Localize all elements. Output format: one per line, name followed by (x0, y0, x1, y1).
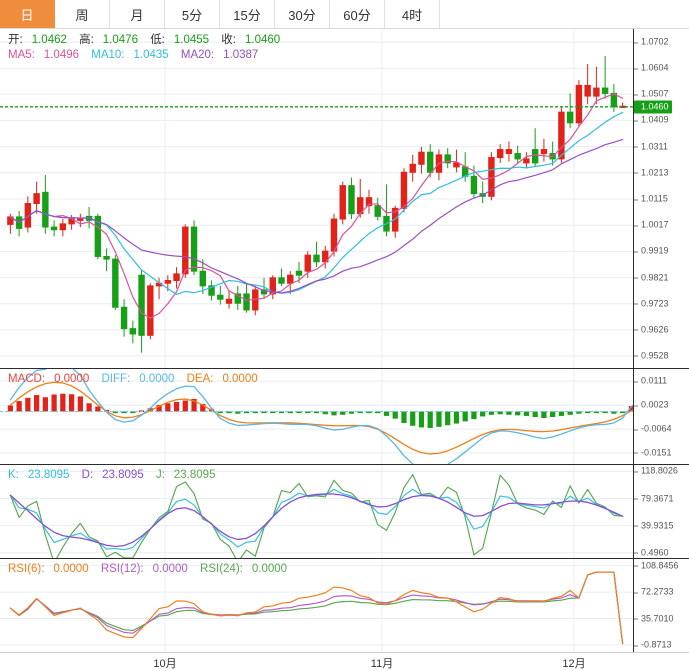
price-plot-area[interactable] (0, 29, 633, 368)
tab-5min[interactable]: 5分 (165, 0, 220, 28)
axis-tick: 0.9528 (634, 351, 669, 360)
time-axis-label: 11月 (370, 658, 394, 670)
kdj-chart-svg (0, 465, 633, 558)
tab-week[interactable]: 周 (55, 0, 110, 28)
rsi-axis: 108.8456 72.2733 35.7010 -0.8713 (633, 559, 689, 652)
tab-month[interactable]: 月 (110, 0, 165, 28)
axis-tick: 1.0702 (634, 37, 669, 47)
axis-tick: 0.9821 (634, 273, 669, 282)
tab-15min[interactable]: 15分 (220, 0, 275, 28)
axis-tick: 0.0023 (634, 400, 669, 410)
kdj-plot-area[interactable] (0, 465, 633, 558)
axis-tick: -0.0064 (634, 424, 672, 434)
tab-bar-filler (440, 0, 689, 28)
time-axis-label: 10月 (153, 658, 177, 670)
axis-tick: 0.9723 (634, 299, 669, 308)
rsi-chart-svg (0, 559, 633, 652)
axis-tick: 39.9315 (634, 521, 674, 530)
axis-tick: 1.0311 (634, 142, 668, 151)
rsi-panel[interactable]: 108.8456 72.2733 35.7010 -0.8713 RSI(6): 0.0… (0, 559, 689, 653)
tab-60min[interactable]: 60分 (330, 0, 385, 28)
axis-tick: 1.0507 (634, 89, 669, 99)
macd-chart-svg (0, 369, 633, 464)
axis-tick: 35.7010 (634, 614, 674, 623)
axis-tick: 1.0604 (634, 63, 669, 73)
axis-tick: 1.0409 (634, 115, 669, 125)
axis-tick: -0.8713 (634, 640, 672, 650)
axis-tick: 0.4960 (634, 548, 669, 557)
period-tab-bar: 日周月 5分 15分 30分 60分 4时 (0, 0, 689, 29)
macd-plot-area[interactable] (0, 369, 633, 464)
axis-tick: 118.8026 (634, 466, 678, 476)
time-axis-label: 12月 (562, 658, 586, 670)
axis-tick: 1.0115 (634, 194, 668, 204)
tab-day[interactable]: 日 (0, 0, 55, 28)
axis-tick: -0.0151 (634, 448, 672, 457)
tab-30min[interactable]: 30分 (275, 0, 330, 28)
axis-tick: 0.9919 (634, 246, 669, 256)
price-axis: 1.0702 1.0604 1.0507 1.0409 1.0311 1.0213 1.01… (633, 29, 689, 368)
macd-panel[interactable]: 0.0111 0.0023 -0.0064 -0.0151 MACD: 0.0000 D… (0, 369, 689, 465)
chart-stack: 1.0702 1.0604 1.0507 1.0409 1.0311 1.0213 1.01… (0, 29, 689, 671)
current-price-tag: 1.0460 (634, 100, 672, 114)
axis-tick: 79.3671 (634, 494, 674, 503)
axis-tick: 1.0213 (634, 168, 669, 177)
time-axis: 10月 11月 12月 (0, 653, 689, 671)
rsi-plot-area[interactable] (0, 559, 633, 652)
axis-tick: 1.0017 (634, 220, 669, 230)
price-panel[interactable]: 1.0702 1.0604 1.0507 1.0409 1.0311 1.0213 1.01… (0, 29, 689, 369)
price-chart-svg (0, 29, 633, 368)
macd-axis: 0.0111 0.0023 -0.0064 -0.0151 (633, 369, 689, 464)
axis-tick: 0.9626 (634, 325, 669, 334)
axis-tick: 72.2733 (634, 587, 674, 597)
kdj-panel[interactable]: 118.8026 79.3671 39.9315 0.4960 K: 23.8095 D… (0, 465, 689, 559)
axis-tick: 0.0111 (634, 376, 667, 386)
kdj-axis: 118.8026 79.3671 39.9315 0.4960 (633, 465, 689, 558)
axis-tick: 108.8456 (634, 561, 679, 570)
tab-4hour[interactable]: 4时 (385, 0, 440, 28)
